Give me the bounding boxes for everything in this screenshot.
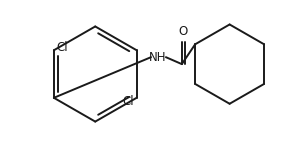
- Text: NH: NH: [149, 51, 167, 64]
- Text: Cl: Cl: [57, 41, 68, 54]
- Text: Cl: Cl: [122, 95, 133, 108]
- Text: O: O: [178, 25, 187, 38]
